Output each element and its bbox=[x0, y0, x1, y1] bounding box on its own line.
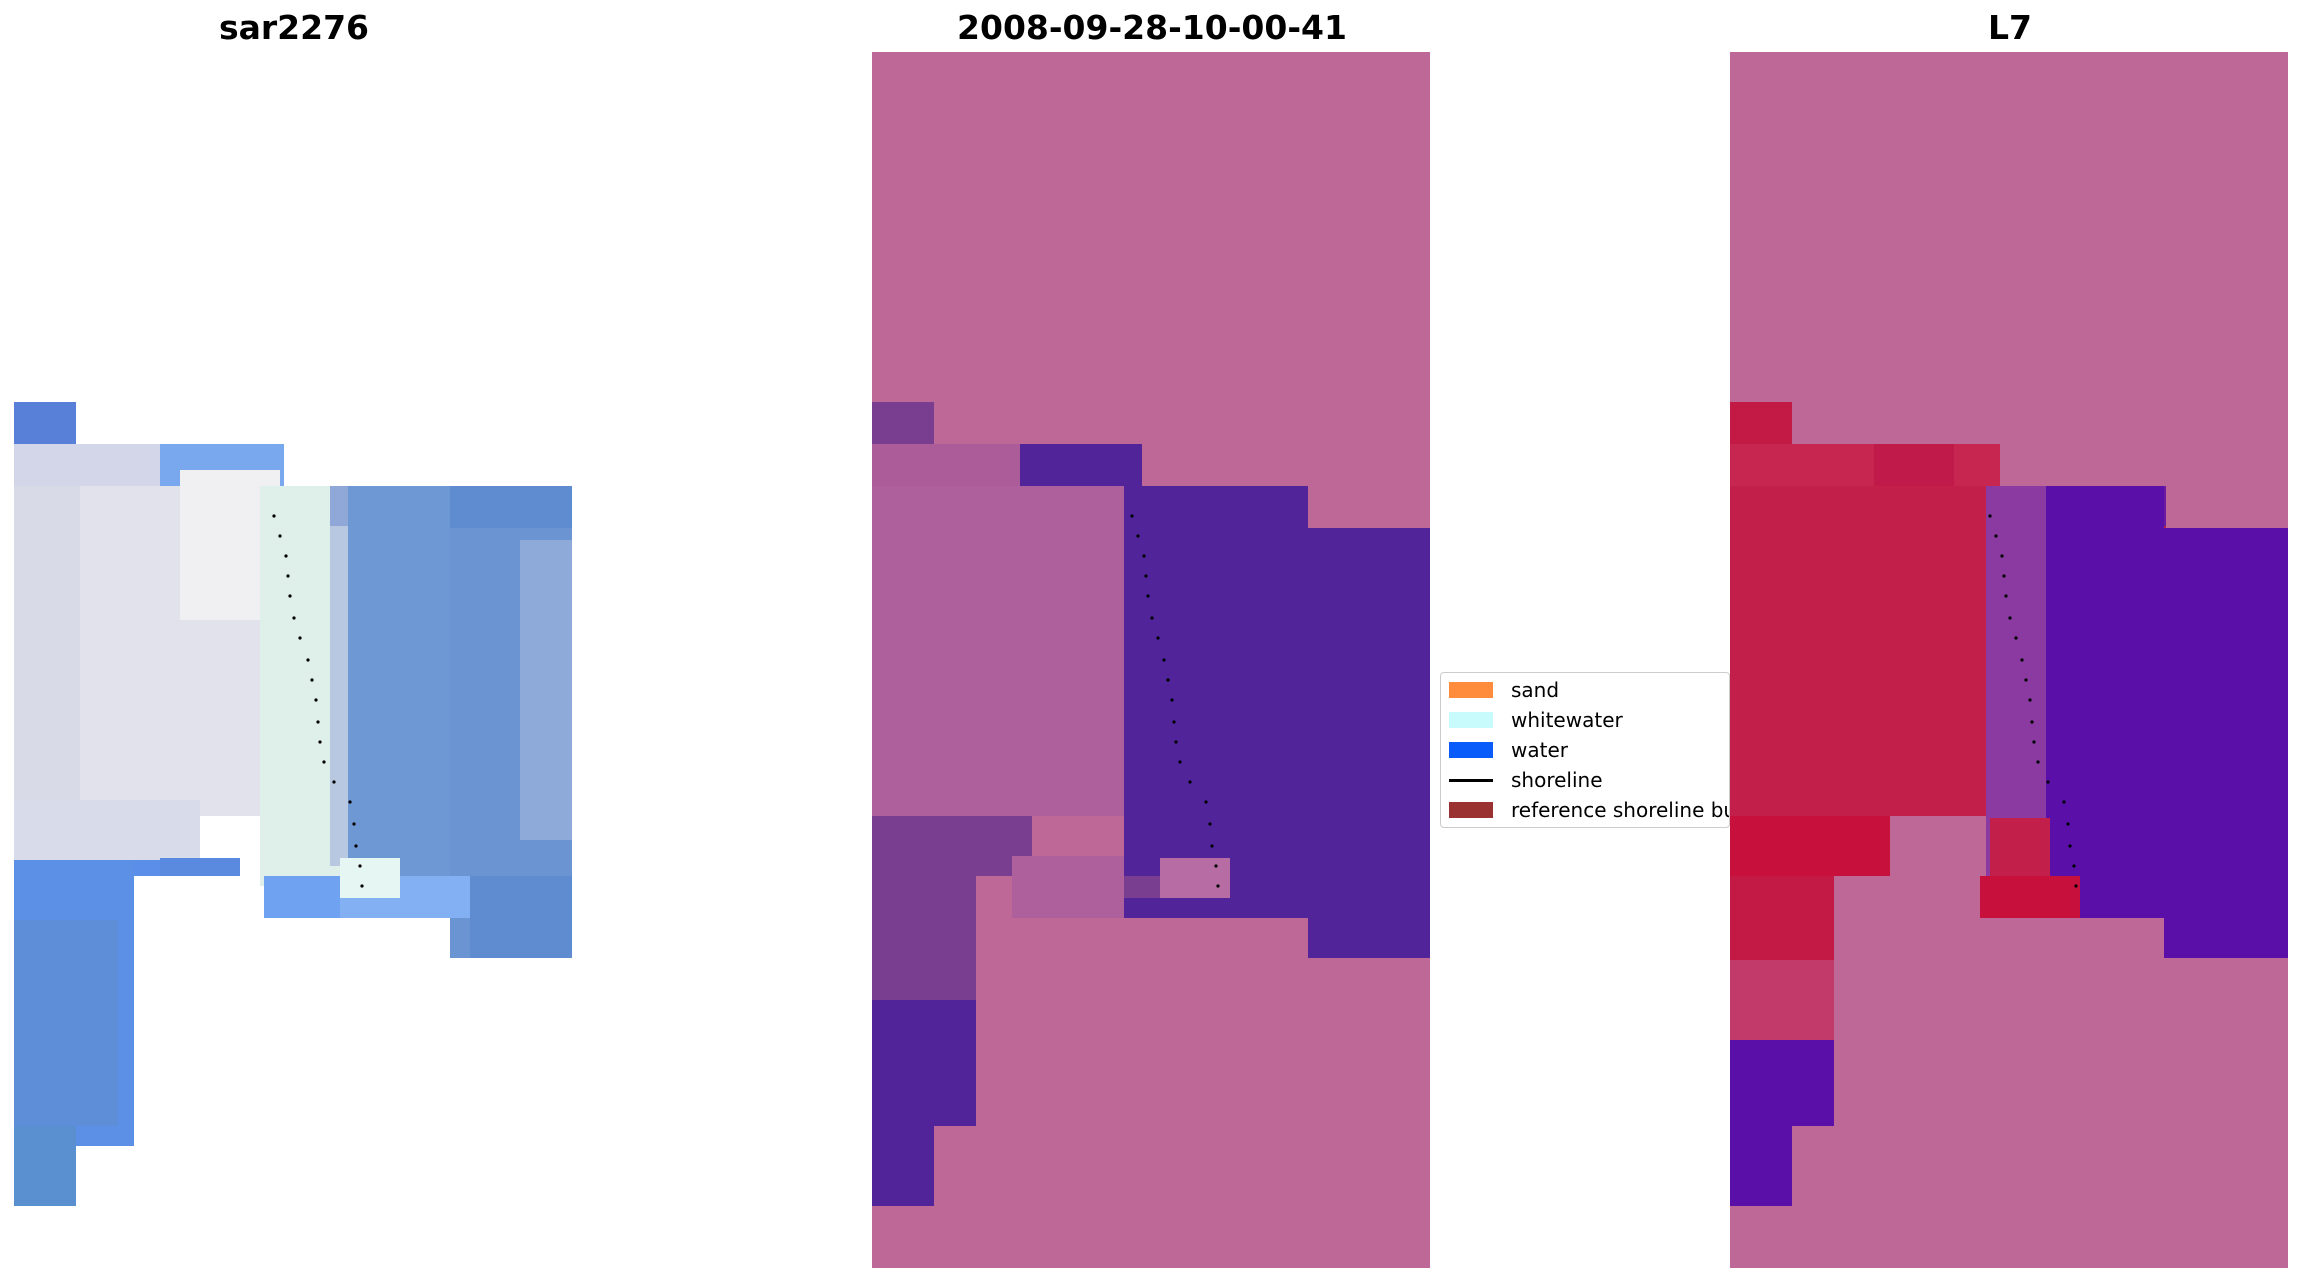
panel-title-mndwi: L7 bbox=[1988, 8, 2032, 47]
legend-label-shoreline: shoreline bbox=[1511, 768, 1603, 792]
legend-label-sand: sand bbox=[1511, 678, 1560, 702]
panel-title-classified: 2008-09-28-10-00-41 bbox=[957, 8, 1347, 47]
legend-label-reference-buffer: reference shoreline buffer bbox=[1511, 798, 1729, 822]
legend-swatch-sand bbox=[1449, 682, 1493, 698]
mndwi-shoreline bbox=[1988, 514, 2078, 888]
mndwi-image bbox=[1730, 52, 2288, 1268]
legend-label-whitewater: whitewater bbox=[1511, 708, 1623, 732]
legend-swatch-water bbox=[1449, 742, 1493, 758]
legend-item-whitewater: whitewater bbox=[1449, 705, 1623, 735]
legend-item-sand: sand bbox=[1449, 675, 1559, 705]
legend-swatch-whitewater bbox=[1449, 712, 1493, 728]
legend: sand whitewater water shoreline referenc… bbox=[1440, 672, 1730, 828]
legend-item-shoreline: shoreline bbox=[1449, 765, 1603, 795]
legend-item-reference-buffer: reference shoreline buffer bbox=[1449, 795, 1729, 825]
classified-image bbox=[872, 52, 1430, 1268]
legend-label-water: water bbox=[1511, 738, 1568, 762]
classified-shoreline bbox=[1130, 514, 1220, 888]
rgb-image bbox=[14, 402, 572, 1206]
legend-item-water: water bbox=[1449, 735, 1568, 765]
rgb-shoreline bbox=[272, 514, 364, 888]
legend-line-shoreline bbox=[1449, 778, 1493, 782]
panel-title-rgb: sar2276 bbox=[218, 8, 370, 47]
legend-swatch-reference-buffer bbox=[1449, 802, 1493, 818]
